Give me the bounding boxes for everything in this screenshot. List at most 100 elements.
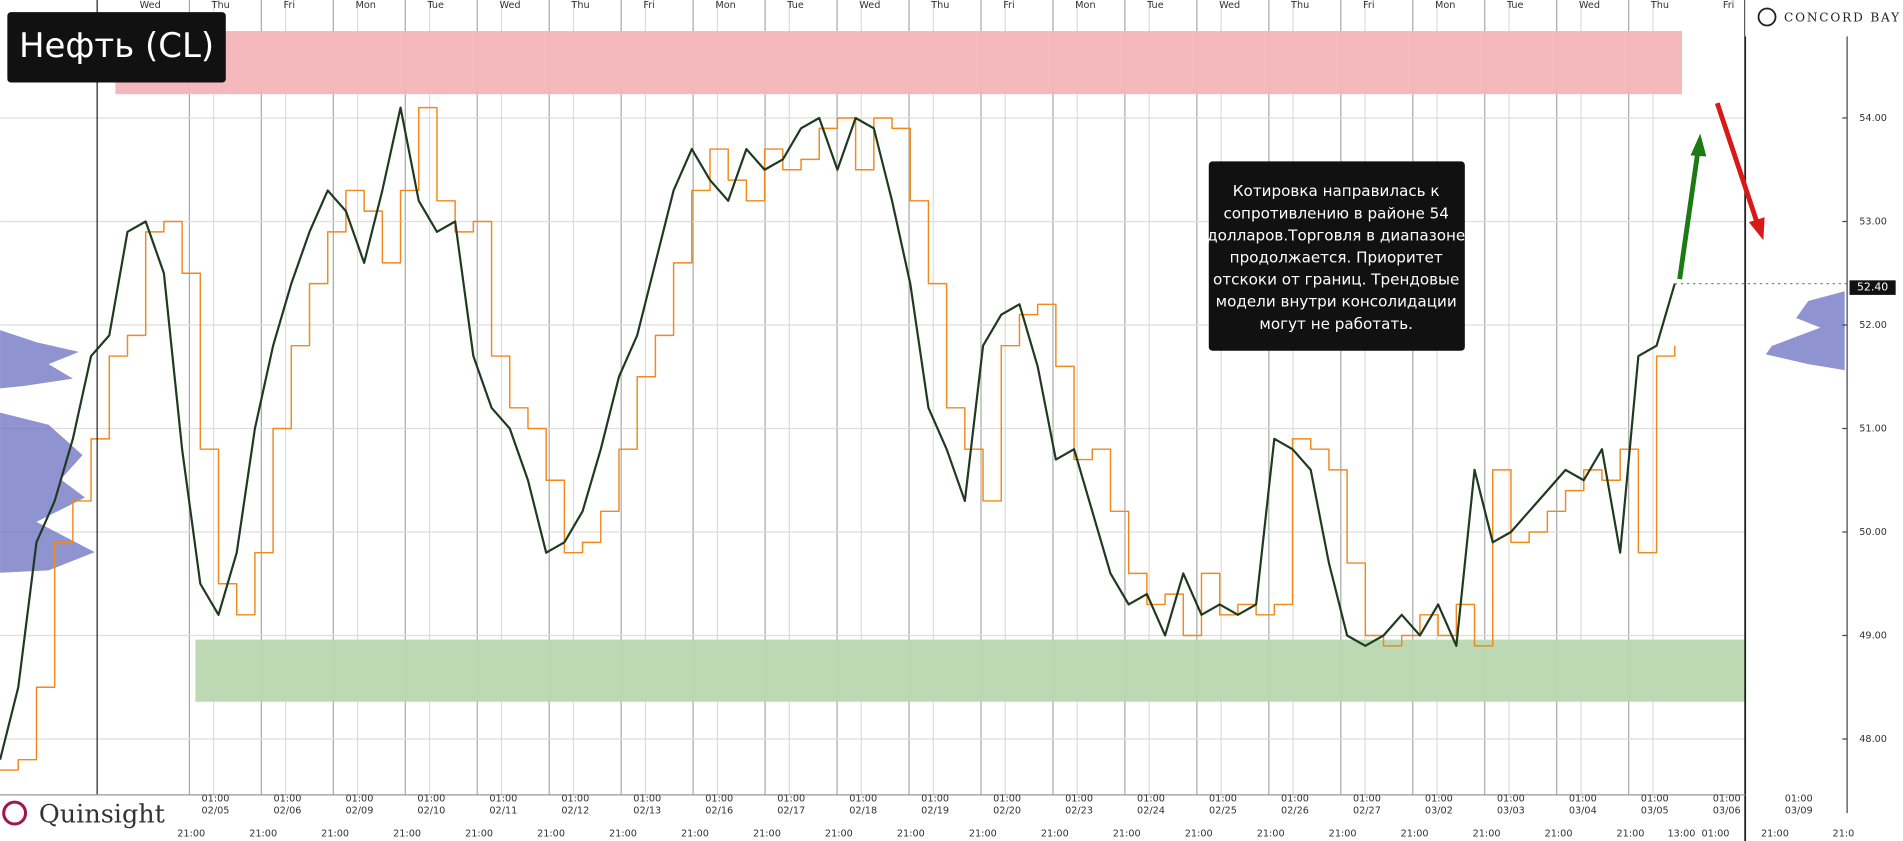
date-label: 02/24 — [1137, 806, 1165, 817]
time-label: 01:00 — [273, 794, 301, 805]
time-label: 01:00 — [1641, 794, 1669, 805]
time-label: 01:00 — [1353, 794, 1381, 805]
date-label: 03/06 — [1713, 806, 1741, 817]
time-label: 01:00 — [633, 794, 661, 805]
bottom-label: 21:00 — [1329, 829, 1357, 840]
profile-left-top — [0, 330, 79, 389]
y-tick-label: 53.00 — [1859, 216, 1887, 227]
date-label: 03/04 — [1569, 806, 1597, 817]
day-label: Tue — [1146, 0, 1164, 11]
date-label: 02/25 — [1209, 806, 1237, 817]
arrows — [1677, 102, 1765, 280]
time-label: 01:00 — [705, 794, 733, 805]
time-label: 01:00 — [1281, 794, 1309, 805]
bottom-label: 21:00 — [465, 829, 493, 840]
series-line — [0, 106, 1676, 760]
date-label: 02/20 — [993, 806, 1021, 817]
logo-area — [1745, 0, 1903, 37]
annotation: Котировка направилась к сопротивлению в р… — [1207, 182, 1465, 333]
day-label: Fri — [643, 0, 655, 11]
bottom-label: 21:00 — [1761, 829, 1789, 840]
date-label: 02/11 — [489, 806, 517, 817]
zone — [195, 639, 1746, 702]
day-label: Mon — [356, 0, 376, 11]
time-label: 01:00 — [1497, 794, 1525, 805]
brand-left: Quinsight — [39, 800, 166, 830]
day-label: Wed — [499, 0, 520, 11]
day-label: Mon — [715, 0, 735, 11]
day-label: Thu — [1650, 0, 1669, 11]
day-label: Thu — [1290, 0, 1309, 11]
day-label: Thu — [211, 0, 230, 11]
zones — [115, 31, 1746, 702]
date-label: 03/05 — [1641, 806, 1669, 817]
annotation-line: отскоки от границ. Трендовые — [1213, 271, 1459, 289]
time-label: 01:00 — [1785, 794, 1813, 805]
arrow-down — [1714, 102, 1760, 225]
date-label: 02/27 — [1353, 806, 1381, 817]
time-label: 01:00 — [993, 794, 1021, 805]
bottom-label: 21:00 — [537, 829, 565, 840]
bottom-label: 21:0 — [1833, 829, 1855, 840]
date-label: 02/09 — [345, 806, 373, 817]
bottom-label: 21:00 — [177, 829, 205, 840]
date-label: 02/17 — [777, 806, 805, 817]
bottom-label: 21:00 — [393, 829, 421, 840]
bottom-label: 01:00 — [1701, 829, 1729, 840]
day-label: Wed — [859, 0, 880, 11]
time-label: 01:00 — [777, 794, 805, 805]
annotation-box — [1208, 161, 1465, 351]
day-label: Wed — [1579, 0, 1600, 11]
bottom-label: 21:00 — [1185, 829, 1213, 840]
day-label: Fri — [1363, 0, 1375, 11]
time-label: 01:00 — [1137, 794, 1165, 805]
annotation-line: долларов.Торговля в диапазоне — [1207, 226, 1465, 244]
series-line — [0, 106, 1676, 771]
date-label: 03/03 — [1497, 806, 1525, 817]
day-label: Fri — [1003, 0, 1015, 11]
day-label: Wed — [1219, 0, 1240, 11]
time-label: 01:00 — [345, 794, 373, 805]
y-tick-label: 52.00 — [1859, 320, 1887, 331]
y-tick-label: 51.00 — [1859, 423, 1887, 434]
logo-icon — [1757, 7, 1777, 27]
brand-left-area — [0, 796, 164, 833]
bottom-label: 21:00 — [1113, 829, 1141, 840]
date-label: 03/02 — [1425, 806, 1453, 817]
time-label: 01:00 — [561, 794, 589, 805]
day-label: Mon — [1075, 0, 1095, 11]
bottom-label: 21:00 — [681, 829, 709, 840]
time-label: 01:00 — [1425, 794, 1453, 805]
time-label: 01:00 — [849, 794, 877, 805]
annotation-line: сопротивлению в районе 54 — [1223, 204, 1449, 222]
day-label: Mon — [1435, 0, 1455, 11]
bottom-label: 21:00 — [1617, 829, 1645, 840]
bottom-label: 21:00 — [249, 829, 277, 840]
time-label: 01:00 — [1713, 794, 1741, 805]
zone — [115, 31, 1683, 95]
volume-profile — [0, 291, 1845, 573]
date-label: 02/13 — [633, 806, 661, 817]
bottom-label: 21:00 — [1545, 829, 1573, 840]
day-label: Tue — [786, 0, 804, 11]
x-axis: Wed Thu Fri Mon Tue Wed Thu Fri Mon Tue Wed Thu Fri M… — [140, 0, 1855, 840]
bottom-label: 13:00 — [1668, 829, 1696, 840]
bottom-label: 21:00 — [1473, 829, 1501, 840]
arrow-head — [1690, 133, 1707, 157]
time-label: 01:00 — [921, 794, 949, 805]
day-label: Tue — [1506, 0, 1524, 11]
last-price-label: 52.40 — [1857, 281, 1888, 294]
date-label: 02/12 — [561, 806, 589, 817]
date-label: 02/26 — [1281, 806, 1309, 817]
day-label: Fri — [1723, 0, 1735, 11]
bottom-label: 21:00 — [753, 829, 781, 840]
bottom-label: 21:00 — [321, 829, 349, 840]
time-label: 01:00 — [1569, 794, 1597, 805]
time-label: 01:00 — [1065, 794, 1093, 805]
day-label: Wed — [140, 0, 161, 11]
bottom-label: 21:00 — [825, 829, 853, 840]
day-label: Tue — [426, 0, 444, 11]
date-label: 02/16 — [705, 806, 733, 817]
